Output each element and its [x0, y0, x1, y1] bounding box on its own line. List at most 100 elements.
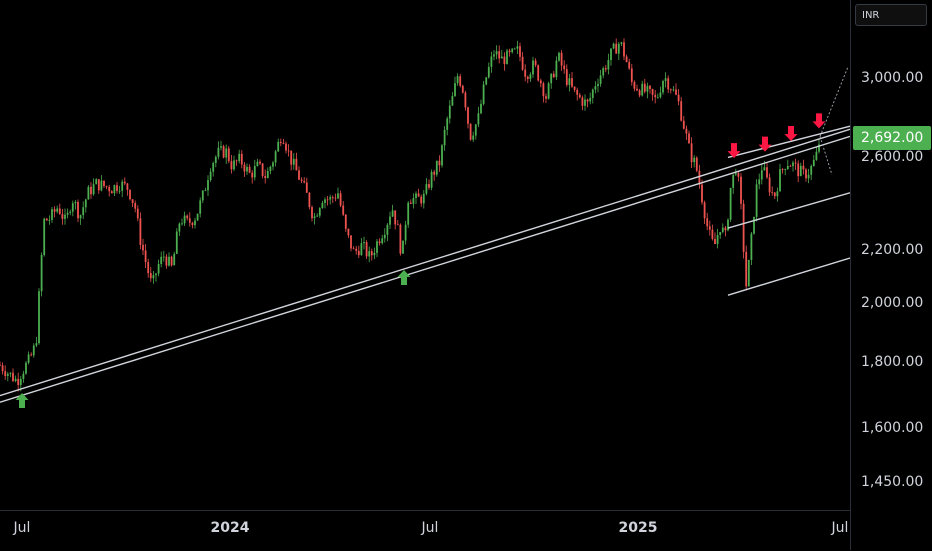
- candle-body: [607, 60, 610, 70]
- candle-body: [357, 250, 360, 256]
- candle-body: [532, 60, 534, 75]
- candle-body: [435, 160, 438, 175]
- candle-body: [342, 205, 345, 215]
- candle-body: [77, 201, 79, 219]
- down-arrow-icon[interactable]: [784, 125, 798, 141]
- candle-body: [597, 83, 599, 87]
- projection-line[interactable]: [819, 136, 833, 175]
- candle-body: [17, 378, 20, 385]
- candle-body: [750, 233, 753, 260]
- candle-body: [789, 165, 792, 167]
- trend-line[interactable]: [727, 125, 850, 159]
- candle-body: [477, 113, 480, 125]
- candle-body: [454, 83, 456, 97]
- candle-body: [383, 234, 386, 239]
- down-arrow-icon[interactable]: [758, 136, 772, 152]
- candle-body: [118, 190, 121, 192]
- candle-body: [144, 250, 147, 263]
- candle-body: [768, 177, 771, 193]
- candle-body: [43, 218, 46, 256]
- candle-body: [589, 97, 592, 102]
- candle-body: [181, 223, 183, 225]
- candle-body: [485, 77, 488, 85]
- currency-selector[interactable]: INR: [855, 4, 927, 26]
- projection-line[interactable]: [819, 66, 849, 137]
- up-arrow-icon[interactable]: [15, 392, 29, 408]
- candle-body: [610, 48, 612, 61]
- candle-body: [121, 181, 124, 191]
- candle-body: [152, 275, 155, 279]
- candle-body: [25, 362, 27, 374]
- price-tick-label: 3,000.00: [861, 69, 924, 86]
- candle-body: [394, 210, 397, 225]
- candle-body: [560, 52, 563, 66]
- candle-body: [274, 151, 277, 163]
- candle-body: [360, 243, 363, 256]
- candle-body: [714, 238, 716, 245]
- candle-body: [381, 238, 384, 244]
- candle-body: [51, 209, 53, 220]
- up-arrow-icon[interactable]: [397, 270, 411, 286]
- candle-body: [162, 256, 165, 258]
- candle-body: [100, 180, 103, 191]
- candle-body: [586, 99, 589, 102]
- candle-body: [131, 199, 134, 204]
- candle-body: [170, 256, 173, 266]
- down-arrow-icon[interactable]: [727, 143, 741, 159]
- candle-body: [259, 161, 261, 164]
- candle-body: [347, 228, 350, 236]
- candle-body: [792, 162, 794, 167]
- candle-body: [108, 186, 111, 192]
- price-chart[interactable]: [0, 0, 850, 510]
- candle-body: [334, 197, 337, 199]
- candle-body: [373, 252, 376, 256]
- candle-body: [675, 89, 677, 95]
- candle-body: [433, 171, 436, 175]
- candle-body: [246, 166, 248, 172]
- candle-body: [295, 158, 298, 171]
- trend-line[interactable]: [0, 128, 850, 397]
- trend-line[interactable]: [727, 192, 850, 229]
- candle-body: [409, 202, 412, 204]
- price-axis[interactable]: INR 3,000.00 2,600.00 2,200.00 2,000.00 1,80…: [850, 0, 932, 550]
- time-tick-label: Jul: [831, 520, 849, 536]
- candle-body: [305, 182, 308, 193]
- candle-body: [6, 373, 9, 376]
- candle-body: [480, 103, 482, 114]
- candle-body: [672, 89, 675, 91]
- candle-body: [139, 218, 142, 245]
- candle-body: [511, 48, 514, 53]
- candle-body: [87, 186, 90, 200]
- down-arrow-icon[interactable]: [812, 113, 826, 129]
- candle-body: [214, 156, 217, 164]
- candle-body: [186, 215, 189, 219]
- candle-body: [256, 161, 259, 167]
- candle-body: [0, 365, 1, 367]
- candle-body: [641, 83, 644, 96]
- trend-line[interactable]: [0, 135, 850, 403]
- candle-body: [576, 89, 579, 95]
- candle-body: [207, 180, 209, 191]
- candle-body: [230, 161, 233, 170]
- candle-body: [243, 164, 246, 172]
- candle-body: [123, 181, 126, 184]
- candle-body: [126, 183, 129, 190]
- candle-body: [321, 202, 324, 209]
- candle-body: [745, 251, 748, 287]
- candle-body: [261, 163, 264, 176]
- candle-body: [773, 192, 776, 197]
- candle-body: [110, 191, 113, 194]
- trend-line[interactable]: [727, 257, 850, 296]
- time-axis[interactable]: Jul 2024 Jul 2025 Jul: [0, 510, 850, 551]
- candle-body: [82, 207, 85, 216]
- candle-body: [69, 211, 72, 213]
- candle-body: [378, 241, 381, 244]
- candle-body: [734, 173, 737, 175]
- candle-body: [565, 69, 568, 85]
- candle-body: [285, 143, 287, 151]
- candle-body: [711, 229, 714, 239]
- candle-body: [441, 145, 443, 166]
- candle-body: [612, 43, 615, 49]
- candle-body: [669, 89, 672, 91]
- candle-body: [30, 354, 33, 356]
